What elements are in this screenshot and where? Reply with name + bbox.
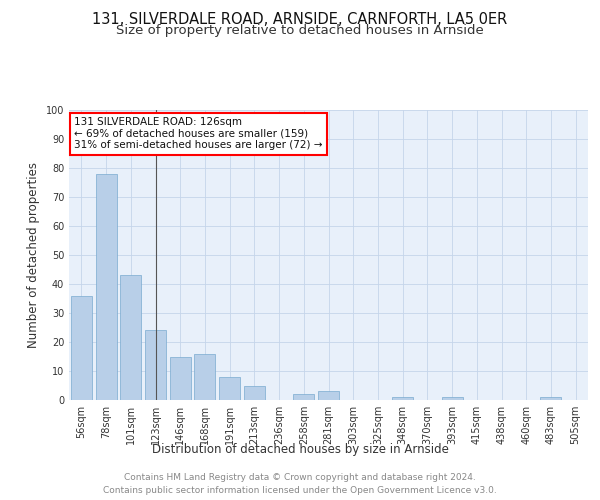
Bar — [194, 354, 215, 400]
Text: Size of property relative to detached houses in Arnside: Size of property relative to detached ho… — [116, 24, 484, 37]
Bar — [71, 296, 92, 400]
Text: Contains HM Land Registry data © Crown copyright and database right 2024.
Contai: Contains HM Land Registry data © Crown c… — [103, 472, 497, 494]
Text: Distribution of detached houses by size in Arnside: Distribution of detached houses by size … — [152, 442, 448, 456]
Bar — [120, 276, 141, 400]
Bar — [95, 174, 116, 400]
Bar — [145, 330, 166, 400]
Bar — [219, 377, 240, 400]
Bar — [541, 397, 562, 400]
Y-axis label: Number of detached properties: Number of detached properties — [27, 162, 40, 348]
Bar — [170, 356, 191, 400]
Bar — [318, 392, 339, 400]
Bar — [392, 397, 413, 400]
Bar — [442, 397, 463, 400]
Text: 131 SILVERDALE ROAD: 126sqm
← 69% of detached houses are smaller (159)
31% of se: 131 SILVERDALE ROAD: 126sqm ← 69% of det… — [74, 117, 323, 150]
Bar — [293, 394, 314, 400]
Bar — [244, 386, 265, 400]
Text: 131, SILVERDALE ROAD, ARNSIDE, CARNFORTH, LA5 0ER: 131, SILVERDALE ROAD, ARNSIDE, CARNFORTH… — [92, 12, 508, 28]
